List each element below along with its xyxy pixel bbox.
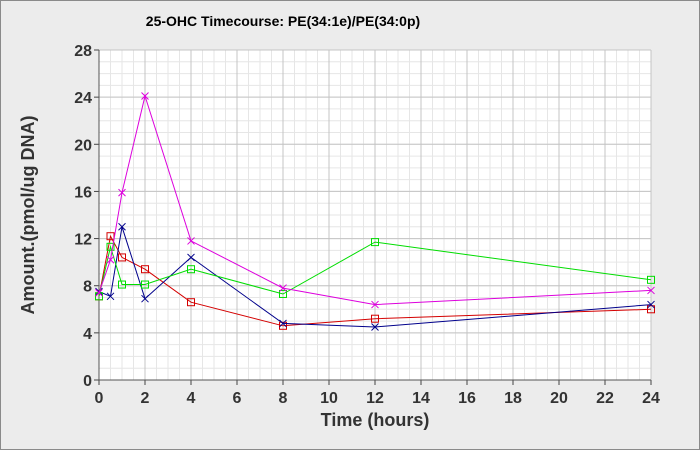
y-tick-label: 0	[83, 373, 92, 390]
data-point-x	[647, 300, 655, 309]
data-point-square	[118, 280, 126, 289]
data-point-x-stroke	[118, 188, 126, 197]
data-point-x	[187, 237, 195, 245]
data-point-x-stroke	[106, 292, 115, 301]
x-tick-label: 0	[95, 390, 104, 407]
series-line	[98, 241, 652, 297]
x-tick-label: 22	[596, 390, 614, 407]
series-3	[95, 238, 655, 301]
data-point-x-stroke	[371, 323, 379, 331]
data-point-x-stroke	[647, 286, 655, 295]
data-point-square	[106, 242, 115, 251]
y-axis-label: Amount.(pmol/ug DNA)	[18, 116, 38, 315]
y-tick-label: 16	[74, 184, 92, 201]
data-point-square	[371, 314, 379, 323]
data-point-x	[647, 286, 655, 295]
data-point-square	[141, 265, 149, 274]
x-tick-labels: 0 2 4 6 8 10 12 14 16 18 20 22 24	[95, 390, 660, 407]
y-tick-labels: 0 4 8 12 16 20 24 28	[74, 43, 92, 390]
data-point-square	[647, 305, 655, 314]
axes	[94, 49, 652, 385]
data-point-x-stroke	[95, 288, 103, 297]
y-tick-label: 4	[83, 326, 92, 343]
data-point-x	[95, 288, 103, 297]
data-point-x-stroke	[647, 300, 655, 309]
x-tick-label: 18	[504, 390, 522, 407]
x-tick-label: 20	[550, 390, 568, 407]
data-point-square	[647, 275, 655, 284]
series-line	[98, 94, 652, 306]
y-tick-label: 28	[74, 43, 92, 60]
data-point-square	[371, 238, 379, 247]
x-tick-label: 14	[412, 390, 430, 407]
data-point-x-stroke	[371, 300, 379, 309]
data-point-x-stroke	[187, 253, 195, 262]
x-tick-label: 4	[187, 390, 196, 407]
y-tick-label: 8	[83, 279, 92, 296]
data-point-x-stroke	[118, 222, 126, 231]
data-point-x	[371, 323, 379, 331]
data-point-x-stroke	[141, 92, 149, 100]
data-point-x-stroke	[279, 284, 287, 292]
data-point-square	[106, 232, 115, 241]
x-tick-label: 8	[279, 390, 288, 407]
y-tick-label: 20	[74, 137, 92, 154]
x-tick-label: 10	[320, 390, 338, 407]
y-tick-label: 24	[74, 90, 92, 107]
data-point-square	[187, 265, 195, 274]
data-point-x-stroke	[141, 294, 149, 303]
data-point-x-stroke	[279, 319, 287, 328]
series-4	[95, 92, 655, 309]
data-point-x	[141, 92, 149, 100]
data-point-x	[371, 300, 379, 309]
data-point-x	[106, 255, 115, 264]
chart-title: 25-OHC Timecourse: PE(34:1e)/PE(34:0p)	[146, 13, 420, 29]
data-point-x-stroke	[187, 237, 195, 245]
data-point-x	[187, 253, 195, 262]
x-tick-label: 2	[141, 390, 150, 407]
series-line	[98, 226, 652, 328]
x-tick-label: 12	[366, 390, 384, 407]
data-point-square	[141, 280, 149, 289]
data-point-x	[106, 292, 115, 301]
data-point-square	[187, 298, 195, 307]
x-tick-label: 16	[458, 390, 476, 407]
data-point-x-stroke	[106, 255, 115, 264]
data-point-square	[118, 253, 126, 262]
data-point-square	[279, 289, 287, 298]
data-point-x	[118, 188, 126, 197]
data-point-x	[279, 284, 287, 292]
x-tick-label: 24	[642, 390, 660, 407]
y-tick-label: 12	[74, 232, 92, 249]
series-group	[95, 92, 655, 331]
major-gridlines	[98, 49, 652, 381]
data-point-x	[118, 222, 126, 231]
x-tick-label: 6	[233, 390, 242, 407]
data-point-x	[141, 294, 149, 303]
x-axis-label: Time (hours)	[321, 410, 430, 430]
data-point-x	[279, 319, 287, 328]
data-point-square	[279, 321, 287, 330]
